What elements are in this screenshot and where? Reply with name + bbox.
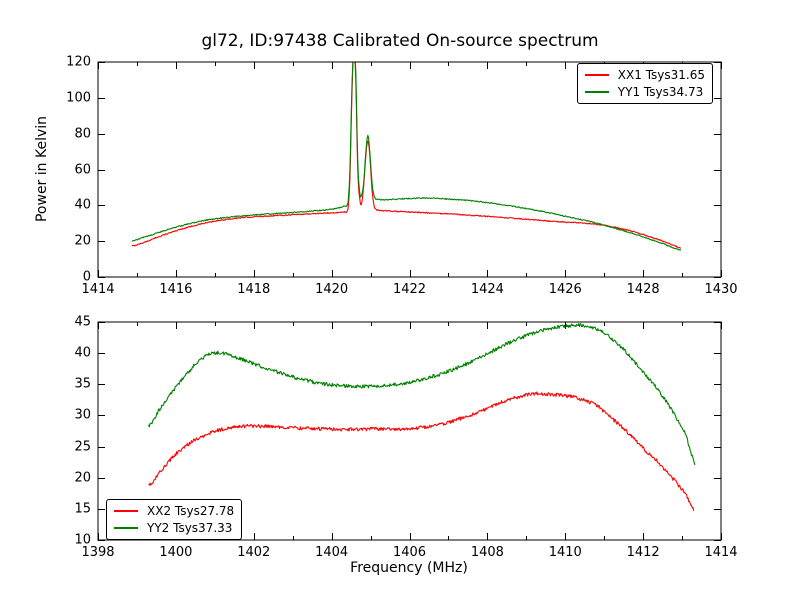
y-tick-label: 25 <box>74 439 91 455</box>
x-tick-label: 1404 <box>315 545 349 560</box>
x-tick-label: 1412 <box>626 545 660 560</box>
axes-frame <box>97 321 722 541</box>
legend-line-swatch <box>114 527 138 529</box>
x-tick-label: 1414 <box>81 282 115 297</box>
y-tick-label: 80 <box>74 126 91 142</box>
x-tick-label: 1428 <box>626 282 660 297</box>
legend-line-swatch <box>584 91 609 93</box>
x-tick-label: 1430 <box>704 282 738 297</box>
x-tick-label: 1424 <box>470 282 504 297</box>
legend-entry-yy2: YY2 Tsys37.33 <box>114 521 234 535</box>
legend-entry-label: XX1 Tsys31.65 <box>617 68 705 82</box>
x-tick-label: 1414 <box>704 545 738 560</box>
y-tick-label: 45 <box>74 314 91 330</box>
legend-entry-xx1: XX1 Tsys31.65 <box>584 68 705 82</box>
x-tick-label: 1410 <box>548 545 582 560</box>
x-tick-label: 1418 <box>237 282 271 297</box>
x-tick-label: 1398 <box>81 545 115 560</box>
x-tick-label: 1416 <box>159 282 193 297</box>
x-tick-label: 1426 <box>548 282 582 297</box>
y-tick-label: 35 <box>74 376 91 392</box>
axes-frame <box>97 61 722 278</box>
legend-line-swatch <box>114 510 138 512</box>
y-tick-label: 100 <box>66 90 91 106</box>
legend-entry-label: XX2 Tsys27.78 <box>147 504 235 518</box>
y-tick-label: 0 <box>82 269 91 285</box>
y-tick-label: 20 <box>74 470 91 486</box>
x-tick-label: 1408 <box>470 545 504 560</box>
x-tick-label: 1422 <box>392 282 427 297</box>
y-tick-label: 20 <box>74 233 91 249</box>
y-tick-label: 40 <box>74 197 91 213</box>
y-tick-label: 15 <box>74 501 91 517</box>
legend-entry-label: YY1 Tsys34.73 <box>617 85 704 99</box>
y-axis-label: Power in Kelvin <box>34 115 50 223</box>
legend-entry-label: YY2 Tsys37.33 <box>147 521 233 535</box>
x-axis-label: Frequency (MHz) <box>350 560 468 576</box>
series-line-yy2 <box>148 323 696 466</box>
y-tick-label: 10 <box>74 532 91 548</box>
y-tick-label: 40 <box>74 345 91 361</box>
x-tick-label: 1420 <box>315 282 349 297</box>
legend-entry-yy1: YY1 Tsys34.73 <box>584 85 705 99</box>
x-tick-label: 1400 <box>159 545 193 560</box>
x-tick-label: 1406 <box>392 545 427 560</box>
y-tick-label: 30 <box>74 407 91 423</box>
legend-entry-xx2: XX2 Tsys27.78 <box>114 504 234 518</box>
x-tick-label: 1402 <box>237 545 271 560</box>
legend-line-swatch <box>584 74 609 76</box>
y-tick-label: 60 <box>74 162 91 177</box>
chart-title: gl72, ID:97438 Calibrated On-source spec… <box>201 31 599 51</box>
y-tick-label: 120 <box>66 54 91 70</box>
legend-bottom-plot: XX2 Tsys27.78 YY2 Tsys37.33 <box>106 499 243 540</box>
series-line-yy1 <box>131 62 682 251</box>
series-line-xx2 <box>148 391 695 512</box>
legend-top-plot: XX1 Tsys31.65 YY1 Tsys34.73 <box>576 63 713 104</box>
series-line-xx1 <box>131 62 682 249</box>
